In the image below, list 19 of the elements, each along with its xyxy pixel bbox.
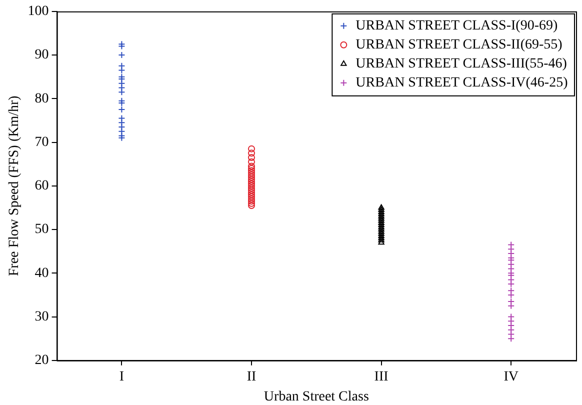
legend-label: URBAN STREET CLASS-I(90-69) bbox=[356, 18, 558, 34]
y-axis-title: Free Flow Speed (FFS) (Km/hr) bbox=[7, 95, 22, 276]
x-tick-label: IV bbox=[504, 369, 518, 384]
y-tick-label: 90 bbox=[34, 48, 49, 63]
y-tick-label: 20 bbox=[34, 353, 49, 368]
y-tick-label: 50 bbox=[34, 222, 49, 238]
legend-label: URBAN STREET CLASS-II(69-55) bbox=[356, 38, 563, 53]
legend-label: URBAN STREET CLASS-III(55-46) bbox=[356, 56, 568, 72]
x-axis-title: Urban Street Class bbox=[264, 389, 369, 404]
x-tick-label: II bbox=[246, 369, 256, 384]
y-tick-label: 70 bbox=[34, 134, 49, 150]
y-tick-label: 40 bbox=[34, 266, 49, 281]
x-tick-label: III bbox=[374, 369, 389, 384]
y-tick-label: 60 bbox=[34, 178, 49, 194]
y-tick-label: 30 bbox=[34, 309, 49, 324]
y-tick-label: 100 bbox=[28, 4, 49, 20]
y-tick-label: 80 bbox=[34, 91, 49, 106]
x-tick-label: I bbox=[119, 369, 124, 384]
legend-label: URBAN STREET CLASS-IV(46-25) bbox=[356, 76, 568, 91]
